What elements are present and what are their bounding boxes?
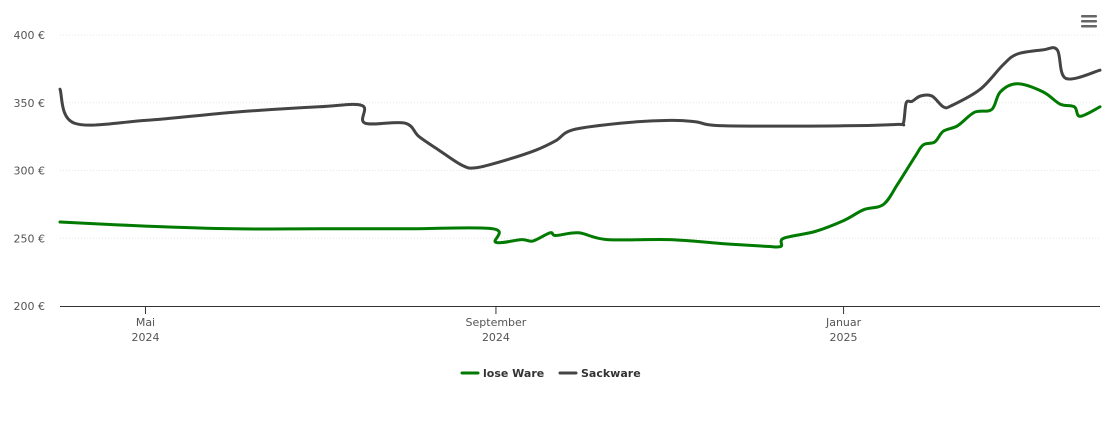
legend-item-sackware[interactable]: Sackware [558, 367, 641, 380]
x-axis-ticks: Mai 2024 September 2024 Januar 2025 [131, 306, 862, 344]
y-tick-label: 300 € [14, 165, 46, 178]
y-tick-label: 400 € [14, 29, 46, 42]
x-tick-label-year: 2025 [830, 331, 858, 344]
y-tick-label: 200 € [14, 300, 46, 313]
grid-lines [60, 34, 1100, 239]
y-tick-label: 350 € [14, 97, 46, 110]
x-tick-label-year: 2024 [131, 331, 159, 344]
legend: lose Ware Sackware [460, 367, 641, 380]
menu-icon[interactable] [1081, 15, 1097, 28]
x-tick-label-month: Mai [136, 316, 155, 329]
legend-label: Sackware [581, 367, 641, 380]
legend-label: lose Ware [483, 367, 544, 380]
x-tick-label-month: September [466, 316, 527, 329]
y-axis-labels: 200 € 250 € 300 € 350 € 400 € [14, 29, 46, 313]
legend-item-lose-ware[interactable]: lose Ware [460, 367, 544, 380]
series-line-lose-ware[interactable] [58, 82, 1102, 249]
y-tick-label: 250 € [14, 232, 46, 245]
x-tick-label-month: Januar [825, 316, 862, 329]
series-line-sackware[interactable] [58, 46, 1102, 170]
series-layer [58, 46, 1102, 249]
x-tick-label-year: 2024 [482, 331, 510, 344]
